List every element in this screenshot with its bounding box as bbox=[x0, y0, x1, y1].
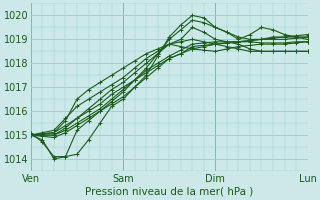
X-axis label: Pression niveau de la mer( hPa ): Pression niveau de la mer( hPa ) bbox=[85, 187, 253, 197]
